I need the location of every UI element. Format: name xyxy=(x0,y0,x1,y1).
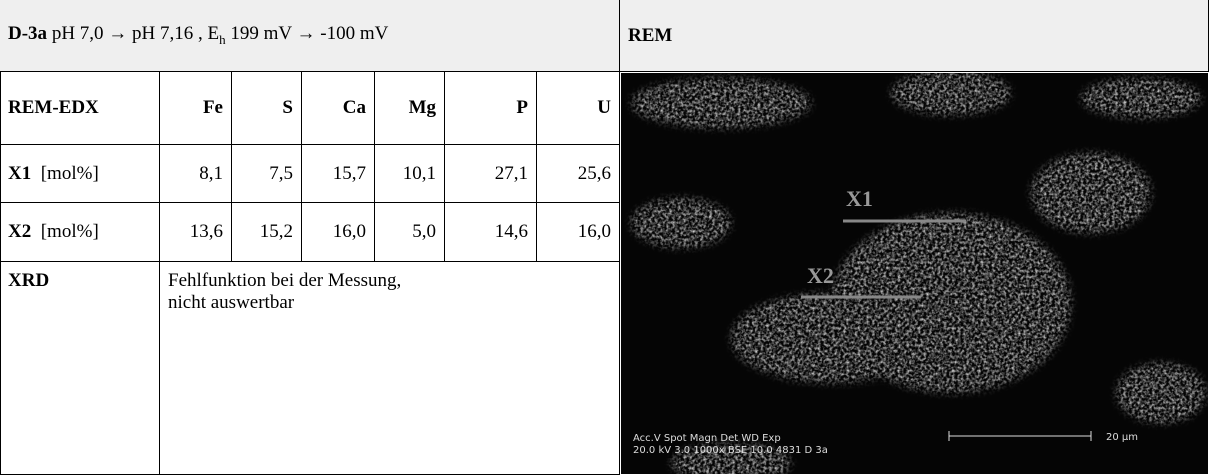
table-cell: 13,6 xyxy=(160,203,232,262)
table-cell: Fe xyxy=(160,72,232,145)
table-cell: 8,1 xyxy=(160,145,232,203)
rem-title-text: REM xyxy=(628,24,673,46)
table-cell: 14,6 xyxy=(445,203,537,262)
xrd-label: XRD xyxy=(8,270,50,291)
marker-label: X2 xyxy=(807,263,834,288)
xrd-cell: Fehlfunktion bei der Messung, nicht ausw… xyxy=(160,262,620,475)
table-cell: X2 [mol%] xyxy=(0,203,160,262)
cell-value: 27,1 xyxy=(494,162,528,184)
sample-id: D-3a xyxy=(8,23,48,45)
table-cell: U xyxy=(537,72,620,145)
table-cell: 15,2 xyxy=(232,203,302,262)
row-unit: [mol%] xyxy=(40,162,99,184)
table-cell: S xyxy=(232,72,302,145)
table-cell: 25,6 xyxy=(537,145,620,203)
column-header: Mg xyxy=(408,97,436,118)
row-label: X2 xyxy=(8,221,32,242)
table-cell: 5,0 xyxy=(375,203,445,262)
row-unit: [mol%] xyxy=(40,221,99,242)
table-cell: X1 [mol%] xyxy=(0,145,160,203)
cell-value: 10,1 xyxy=(402,162,436,184)
xrd-text: nicht auswertbar xyxy=(168,292,295,313)
xrd-text: Fehlfunktion bei der Messung, xyxy=(168,270,402,291)
cell-value: 15,2 xyxy=(259,221,293,242)
table-cell: 7,5 xyxy=(232,145,302,203)
cell-value: 16,0 xyxy=(577,221,611,242)
xrd-label-cell: XRD xyxy=(0,262,160,475)
sem-image: X1 X2 Acc.V Spot Magn Det WD Exp 20.0 kV… xyxy=(621,73,1208,474)
cell-value: 5,0 xyxy=(412,221,436,242)
column-header: P xyxy=(516,97,528,118)
marker-label: X1 xyxy=(846,186,873,211)
column-header: Fe xyxy=(202,97,223,118)
header-text: pH 7,0 → pH 7,16 , E xyxy=(51,23,220,45)
table-cell: P xyxy=(445,72,537,145)
rem-title: REM xyxy=(620,0,1209,72)
header-subscript: h xyxy=(219,31,226,47)
column-header: REM-EDX xyxy=(8,97,99,118)
cell-value: 8,1 xyxy=(199,162,223,184)
cell-value: 25,6 xyxy=(577,162,611,184)
cell-value: 16,0 xyxy=(332,221,366,242)
table-cell: Mg xyxy=(375,72,445,145)
table-cell: 16,0 xyxy=(537,203,620,262)
column-header: U xyxy=(597,97,611,118)
cell-value: 13,6 xyxy=(189,221,223,242)
scale-label: 20 µm xyxy=(1106,432,1138,443)
table-cell: 16,0 xyxy=(302,203,375,262)
table-cell: Ca xyxy=(302,72,375,145)
column-header: S xyxy=(282,97,293,118)
cell-value: 14,6 xyxy=(494,221,528,242)
info-line: 20.0 kV 3.0 1000x BSE 10.0 4831 D 3a xyxy=(633,445,828,456)
table-cell: REM-EDX xyxy=(0,72,160,145)
cell-value: 7,5 xyxy=(269,162,293,184)
info-line: Acc.V Spot Magn Det WD Exp xyxy=(633,433,781,444)
table-cell: 15,7 xyxy=(302,145,375,203)
column-header: Ca xyxy=(342,97,366,118)
table-cell: 10,1 xyxy=(375,145,445,203)
header-cell: D-3a pH 7,0 → pH 7,16 , Eh 199 mV → -100… xyxy=(0,0,620,72)
row-label: X1 xyxy=(8,162,32,184)
header-text: 199 mV → -100 mV xyxy=(225,23,389,45)
cell-value: 15,7 xyxy=(332,162,366,184)
table-cell: 27,1 xyxy=(445,145,537,203)
